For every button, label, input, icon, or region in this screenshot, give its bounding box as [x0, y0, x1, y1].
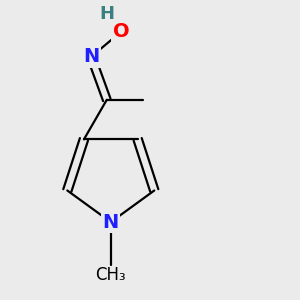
- Text: O: O: [113, 22, 130, 41]
- Text: CH₃: CH₃: [95, 266, 126, 284]
- Text: N: N: [83, 47, 99, 66]
- Text: H: H: [99, 5, 114, 23]
- Text: N: N: [103, 213, 119, 232]
